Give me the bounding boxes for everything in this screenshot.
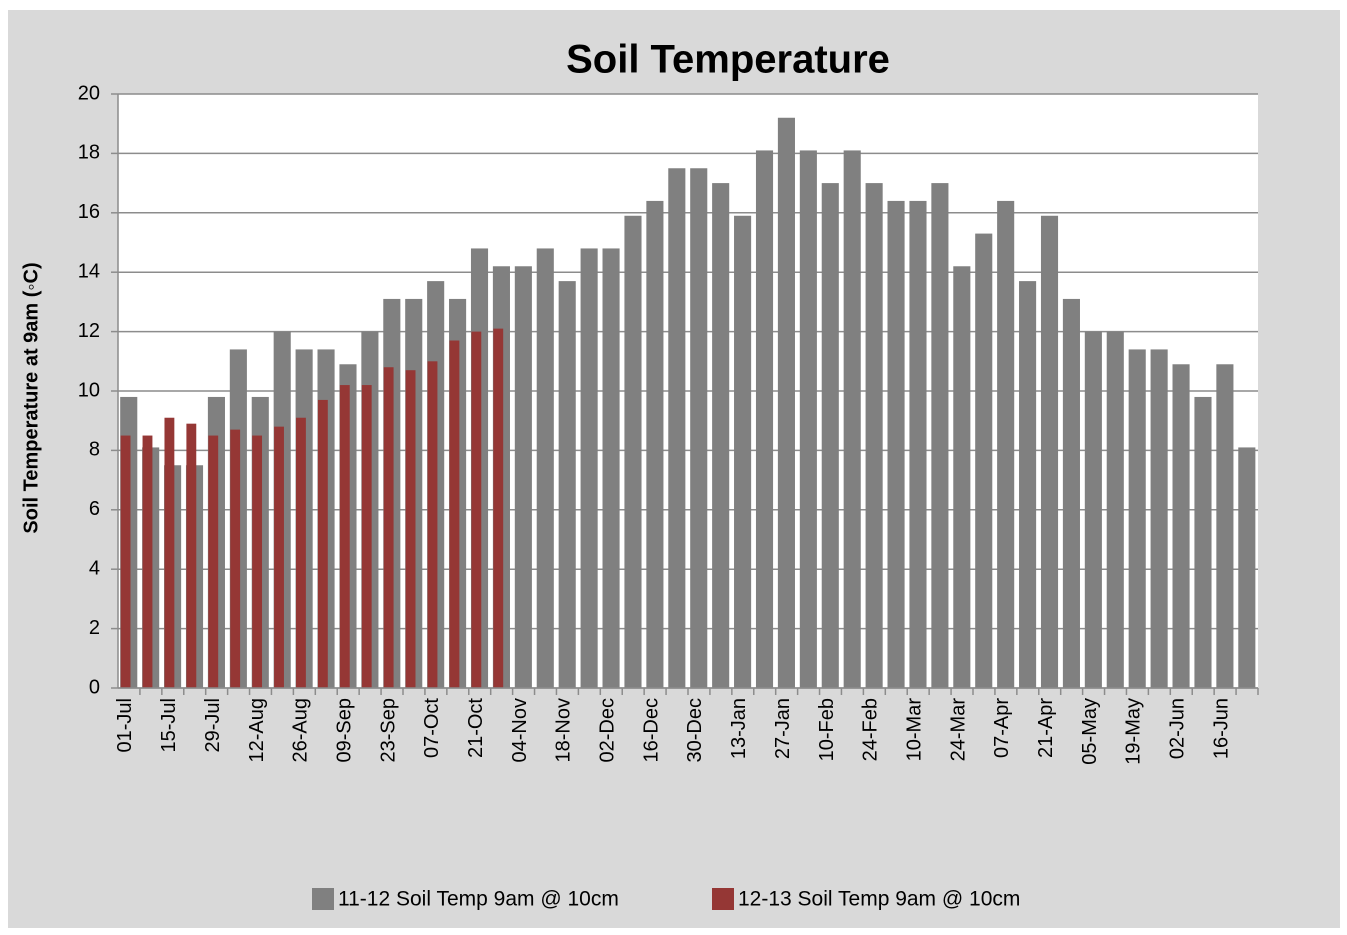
x-tick-label: 21-Oct	[465, 698, 487, 758]
bar	[646, 200, 664, 689]
bar	[953, 266, 971, 688]
x-tick-label: 24-Mar	[947, 698, 969, 762]
bar	[208, 435, 219, 688]
bar	[755, 150, 774, 688]
bar	[712, 183, 730, 688]
bar	[514, 266, 532, 688]
x-tick-label: 04-Nov	[509, 698, 531, 762]
x-tick-label: 02-Jun	[1167, 698, 1189, 759]
x-tick-label: 24-Feb	[860, 698, 882, 761]
bar	[1194, 396, 1212, 688]
y-tick-label: 18	[78, 142, 100, 164]
x-tick-label: 29-Jul	[202, 698, 224, 752]
y-tick-label: 2	[89, 617, 100, 639]
bar	[997, 200, 1015, 689]
bar	[296, 417, 306, 688]
x-tick-label: 09-Sep	[333, 698, 355, 763]
x-tick-label: 01-Jul	[114, 698, 136, 752]
bar	[1084, 331, 1102, 688]
y-tick-label: 16	[78, 201, 100, 223]
bar	[252, 435, 263, 688]
bar	[317, 399, 328, 688]
x-tick-label: 12-Aug	[246, 698, 268, 763]
x-tick-label: 26-Aug	[290, 698, 312, 763]
y-tick-label: 14	[78, 260, 100, 282]
bar	[1238, 447, 1256, 688]
bar	[558, 281, 576, 688]
bar	[624, 215, 642, 688]
bar	[164, 417, 175, 688]
bar	[580, 248, 598, 688]
bar	[799, 150, 817, 688]
bar	[536, 248, 554, 688]
bar	[1106, 331, 1124, 688]
y-tick-label: 6	[89, 498, 100, 520]
bar	[1040, 215, 1059, 688]
bar	[668, 168, 686, 688]
legend-label: 11-12 Soil Temp 9am @ 10cm	[338, 888, 619, 911]
bar	[449, 340, 460, 688]
y-tick-label: 4	[89, 557, 100, 579]
bar	[843, 150, 861, 688]
bar	[887, 200, 905, 689]
bar	[1062, 298, 1080, 688]
chart-title: Soil Temperature	[566, 38, 890, 82]
x-tick-label: 21-Apr	[1035, 698, 1057, 758]
bar	[690, 168, 708, 688]
bar	[909, 200, 927, 689]
y-tick-label: 8	[89, 439, 100, 461]
bar	[142, 435, 153, 688]
x-tick-label: 13-Jan	[728, 698, 750, 759]
legend-label: 12-13 Soil Temp 9am @ 10cm	[738, 888, 1020, 911]
bar	[734, 215, 752, 688]
legend-swatch	[712, 888, 734, 910]
x-tick-label: 02-Dec	[597, 698, 619, 762]
bar	[274, 426, 284, 688]
bar	[471, 331, 482, 688]
legend-swatch	[312, 888, 334, 910]
x-tick-label: 18-Nov	[553, 698, 575, 762]
bar	[230, 429, 241, 688]
bar	[1128, 349, 1146, 688]
y-tick-label: 0	[89, 676, 100, 698]
x-tick-label: 10-Feb	[816, 698, 838, 761]
bar	[602, 248, 620, 688]
bar	[1150, 349, 1168, 688]
x-tick-label: 30-Dec	[684, 698, 706, 762]
bar	[931, 183, 949, 688]
bar	[777, 117, 795, 688]
x-tick-label: 10-Mar	[903, 698, 925, 762]
x-tick-label: 15-Jul	[158, 698, 180, 752]
bar	[339, 385, 350, 688]
x-tick-label: 07-Oct	[421, 698, 443, 758]
y-axis-label: Soil Temperature at 9am (◦C)	[20, 262, 42, 533]
bar	[427, 361, 438, 688]
bar	[865, 183, 883, 688]
x-tick-label: 27-Jan	[772, 698, 794, 759]
bar	[1019, 281, 1037, 688]
bar	[186, 423, 197, 688]
bar	[493, 328, 504, 688]
bar	[821, 183, 839, 688]
x-tick-label: 16-Dec	[640, 698, 662, 762]
bar	[975, 233, 993, 688]
x-tick-label: 23-Sep	[377, 698, 399, 763]
bar	[1172, 364, 1190, 688]
x-tick-label: 19-May	[1123, 698, 1145, 765]
y-tick-label: 20	[78, 82, 100, 104]
bar	[1216, 364, 1234, 688]
y-tick-label: 10	[78, 379, 100, 401]
y-tick-label: 12	[78, 320, 100, 342]
x-tick-label: 07-Apr	[991, 698, 1013, 758]
x-tick-label: 16-Jun	[1210, 698, 1232, 759]
bar	[405, 370, 416, 688]
bar	[361, 385, 372, 688]
bar	[383, 367, 394, 688]
bar	[120, 435, 131, 688]
x-tick-label: 05-May	[1079, 698, 1101, 765]
